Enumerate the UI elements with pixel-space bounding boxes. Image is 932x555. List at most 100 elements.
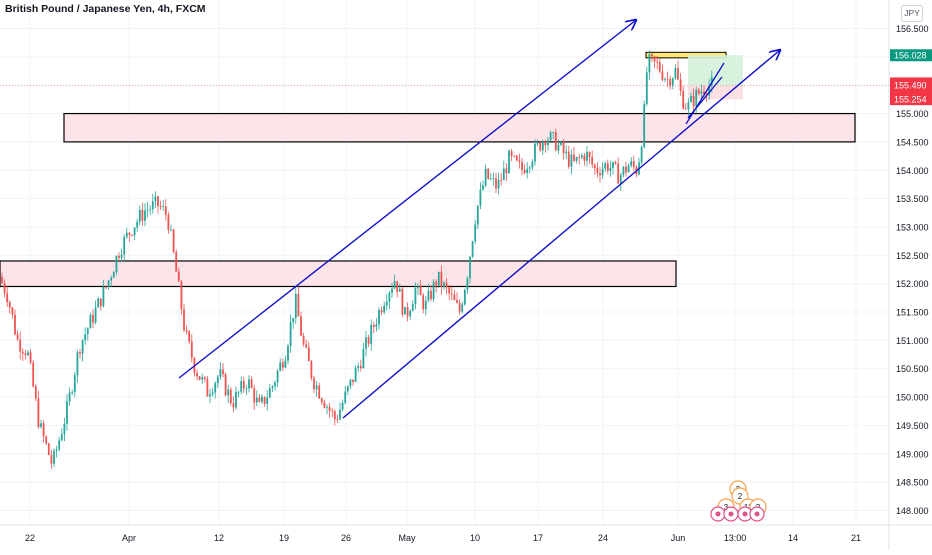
candle-body [302,335,305,345]
candle-body [339,409,341,420]
y-tick-label: 151.000 [896,336,929,346]
candle-body [648,54,651,73]
resistance-zone [63,112,856,143]
candle-body [125,232,128,237]
candle-body [37,398,40,427]
candle-body [518,160,521,163]
candle-body [253,387,256,403]
candle-body [596,168,599,174]
price-tag-bottom-bg [890,93,932,106]
candle-body [310,361,313,378]
x-tick-label: May [398,533,416,543]
candle-body [445,282,448,288]
candle-body [209,394,211,397]
candle-body [138,209,141,222]
candle-body [588,152,591,157]
candle-body [68,392,71,402]
candle-body [430,290,432,299]
candle-body [16,334,19,340]
candle-body [489,178,492,180]
candle-body [695,89,698,107]
candle-body [391,288,393,293]
candle-body [388,292,391,302]
candle-body [484,168,487,186]
candle-body [505,168,508,174]
candle-body [292,317,295,323]
candle-body [276,370,279,383]
candle-body [578,156,581,158]
candle-body [8,302,11,308]
candle-body [365,337,367,349]
candle-body [258,397,261,402]
candle-body [393,281,396,289]
candle-body [630,161,633,166]
candle-body [105,286,107,288]
candle-body [406,307,409,317]
candle-body [201,377,204,380]
candle-body [479,189,482,206]
candle-body [219,369,222,377]
top-highlight [645,51,727,59]
candle-body [146,209,149,211]
candle-body [211,392,214,395]
candle-body [448,287,451,294]
candle-body [357,365,360,368]
candle-body [167,214,170,231]
candle-body [419,285,422,296]
candle-body [404,307,406,315]
y-tick-label: 155.000 [896,109,929,119]
candle-body [549,132,552,141]
candle-body [645,72,648,105]
candle-body [370,324,373,344]
candle-body [144,210,146,221]
candle-body [159,206,162,207]
candle-body [526,168,529,174]
candle-body [287,345,289,361]
candle-body [131,234,133,236]
candle-body [417,285,419,289]
candle-body [289,322,292,346]
candle-body [383,305,386,313]
candle-body [66,401,68,424]
candle-body [58,440,61,450]
candle-body [216,376,219,384]
candle-body [508,151,510,174]
currency-button[interactable]: JPY [901,5,923,22]
candle-body [619,174,622,184]
candle-body [89,314,92,329]
candle-body [50,454,53,464]
candle-body [700,91,703,94]
candle-body [240,381,243,392]
flag-upper-line [685,62,725,125]
candle-body [523,169,526,174]
take-profit-area [688,55,743,86]
candle-body [471,241,474,257]
x-tick-label: 19 [279,533,289,543]
candle-body [266,397,269,404]
candle-body [110,277,113,281]
candle-body [669,79,672,86]
candle-body [86,328,89,335]
candle-body [206,379,209,397]
y-tick-label: 150.500 [896,364,929,374]
candle-body [625,166,627,173]
candle-body [320,398,323,403]
candle-body [422,295,425,310]
candle-body [196,372,198,377]
candle-body [261,396,263,402]
candle-body [45,436,48,444]
candle-body [502,168,505,181]
candle-body [601,168,604,176]
x-tick-label: 22 [25,533,35,543]
y-tick-label: 151.500 [896,308,929,318]
candle-body [14,314,16,335]
candle-body [255,397,258,403]
candle-body [24,353,27,356]
y-tick-label: 154.500 [896,137,929,147]
candle-body [180,281,183,310]
price-tag-current: 155.490 [894,80,927,90]
candle-body [687,102,690,110]
lower-channel-line [342,50,780,419]
